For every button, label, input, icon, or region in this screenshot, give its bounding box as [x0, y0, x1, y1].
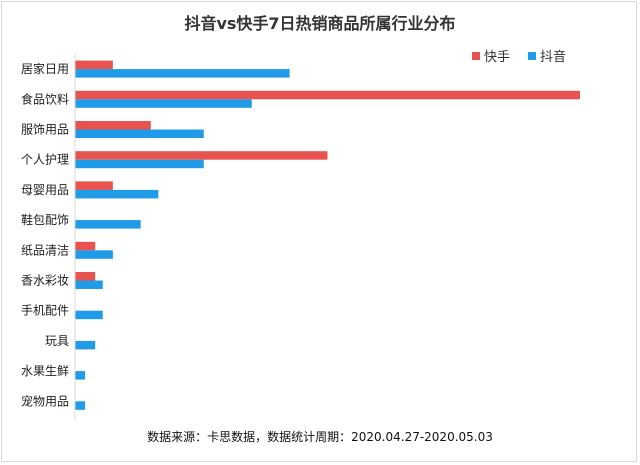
category-label: 宠物用品 — [21, 393, 69, 408]
bar-douyin — [75, 340, 96, 350]
bar-kuaishou — [75, 151, 328, 160]
category-label: 母婴用品 — [21, 183, 69, 197]
bar-douyin — [75, 250, 113, 259]
legend-swatch — [528, 52, 536, 60]
legend-label: 快手 — [484, 50, 510, 65]
bar-douyin — [75, 220, 141, 229]
category-label: 香水彩妆 — [21, 274, 69, 288]
bar-douyin — [75, 280, 103, 289]
bar-kuaishou — [75, 241, 96, 251]
bar-douyin — [75, 69, 290, 78]
category-label: 手机配件 — [21, 304, 69, 318]
bar-douyin — [75, 310, 103, 320]
bar-douyin — [75, 159, 204, 169]
category-label: 个人护理 — [21, 153, 69, 167]
bar-douyin — [75, 189, 159, 199]
bar-douyin — [75, 371, 86, 380]
category-label: 服饰用品 — [21, 123, 69, 137]
bar-kuaishou — [75, 272, 96, 281]
bar-kuaishou — [75, 90, 580, 100]
category-label: 食品饮料 — [21, 91, 69, 106]
bar-douyin — [75, 99, 252, 108]
legend: 快手 抖音 — [472, 49, 566, 65]
category-label: 玩具 — [45, 334, 69, 348]
category-label: 纸品清洁 — [21, 243, 69, 257]
category-label: 居家日用 — [21, 61, 69, 76]
bar-douyin — [75, 129, 204, 138]
bar-kuaishou — [75, 181, 113, 190]
legend-swatch — [472, 52, 480, 60]
chart-title: 抖音vs快手7日热销商品所属行业分布 — [184, 14, 456, 33]
legend-label: 抖音 — [540, 49, 566, 65]
source-note: 数据来源：卡思数据，数据统计周期：2020.04.27-2020.05.03 — [147, 430, 493, 444]
bar-kuaishou — [75, 60, 113, 70]
bar-douyin — [75, 401, 86, 410]
category-label: 鞋包配饰 — [21, 212, 69, 227]
category-label: 水果生鲜 — [21, 364, 69, 378]
bar-kuaishou — [75, 121, 151, 130]
